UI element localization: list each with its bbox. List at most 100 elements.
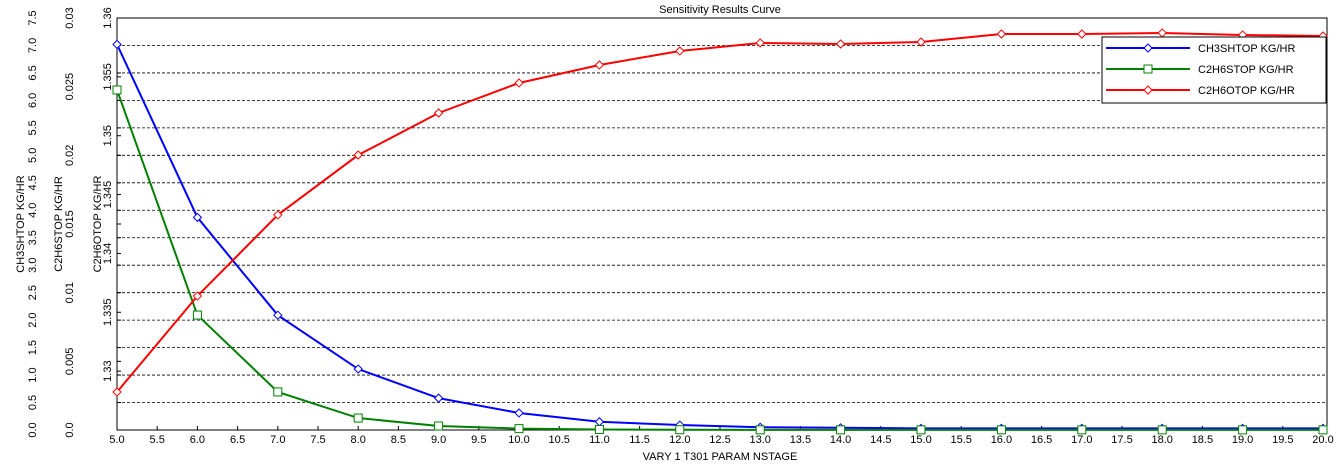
legend-marker xyxy=(1143,85,1153,95)
y2-tick-label: 0.03 xyxy=(64,7,76,28)
y3-tick-label: 1.345 xyxy=(102,181,114,209)
x-tick-label: 14.0 xyxy=(830,434,851,446)
y2-tick-label: 0.02 xyxy=(64,145,76,166)
x-tick-label: 16.0 xyxy=(991,434,1012,446)
series-line xyxy=(116,31,1324,393)
marker xyxy=(916,425,926,435)
x-tick-label: 10.0 xyxy=(508,434,529,446)
marker xyxy=(1077,29,1087,39)
x-tick-label: 7.5 xyxy=(310,434,325,446)
marker xyxy=(675,46,685,56)
y-tick-label: 3.0 xyxy=(27,258,39,273)
marker xyxy=(514,424,524,434)
marker xyxy=(996,29,1007,39)
x-tick-label: 6.5 xyxy=(230,434,245,446)
y-tick-label: 1.0 xyxy=(27,367,39,382)
x-tick-label: 10.5 xyxy=(548,434,569,446)
chart-title: Sensitivity Results Curve xyxy=(659,4,781,16)
y-tick-label: 5.0 xyxy=(27,148,39,163)
x-axis-label: VARY 1 T301 PARAM NSTAGE xyxy=(643,451,798,463)
marker xyxy=(433,108,444,118)
x-tick-label: 9.0 xyxy=(431,434,446,446)
legend-label: CH3SHTOP KG/HR xyxy=(1198,43,1295,55)
y2-tick-label: 0.015 xyxy=(64,210,76,238)
y2-tick-label: 0.01 xyxy=(64,282,76,303)
series-line xyxy=(116,43,1323,430)
marker xyxy=(755,38,765,48)
x-tick-label: 7.0 xyxy=(270,434,285,446)
x-tick-label: 8.5 xyxy=(391,434,406,446)
x-tick-label: 5.5 xyxy=(150,434,165,446)
marker xyxy=(594,424,604,434)
x-tick-label: 6.0 xyxy=(190,434,205,446)
y-tick-label: 5.5 xyxy=(27,120,39,135)
marker xyxy=(1077,425,1087,435)
x-tick-label: 8.0 xyxy=(351,434,366,446)
marker xyxy=(192,310,202,320)
y-tick-label: 6.0 xyxy=(27,93,39,108)
marker xyxy=(192,291,203,301)
x-tick-label: 15.5 xyxy=(950,434,971,446)
y-tick-label: 4.5 xyxy=(27,175,39,190)
y2-tick-label: 0.0 xyxy=(64,422,76,437)
y2-tick-label: 0.025 xyxy=(64,73,76,101)
marker xyxy=(433,393,444,403)
y-tick-label: 3.5 xyxy=(27,230,39,245)
marker xyxy=(353,413,363,423)
y3-tick-label: 1.36 xyxy=(102,7,114,28)
y-tick-label: 2.5 xyxy=(27,285,39,300)
marker xyxy=(353,150,363,160)
marker xyxy=(996,425,1006,435)
x-tick-label: 15.0 xyxy=(910,434,931,446)
y-tick-label: 0.0 xyxy=(27,422,39,437)
marker xyxy=(112,85,122,95)
y-tick-label: 6.5 xyxy=(27,65,39,80)
marker xyxy=(1318,425,1328,435)
marker xyxy=(273,210,283,220)
marker xyxy=(835,39,846,49)
marker xyxy=(112,387,122,397)
y-axis-label: CH3SHTOP KG/HR xyxy=(15,175,27,272)
series-line xyxy=(116,89,1323,431)
x-tick-label: 17.5 xyxy=(1111,434,1132,446)
legend-label: C2H6OTOP KG/HR xyxy=(1198,85,1295,97)
x-tick-label: 9.5 xyxy=(471,434,486,446)
x-tick-label: 13.0 xyxy=(749,434,770,446)
x-tick-label: 13.5 xyxy=(790,434,811,446)
y-tick-label: 0.5 xyxy=(27,395,39,410)
y-tick-label: 1.5 xyxy=(27,340,39,355)
y3-tick-label: 1.35 xyxy=(102,125,114,146)
y2-axis-label: C2H6STOP KG/HR xyxy=(53,176,65,272)
y-tick-label: 7.5 xyxy=(27,10,39,25)
x-tick-label: 12.0 xyxy=(669,434,690,446)
marker xyxy=(755,425,765,435)
marker xyxy=(273,310,283,320)
marker xyxy=(916,37,926,47)
x-tick-label: 19.0 xyxy=(1232,434,1253,446)
marker xyxy=(594,60,605,70)
legend-marker xyxy=(1143,43,1153,53)
marker xyxy=(675,425,685,435)
y3-axis-label: C2H6OTOP KG/HR xyxy=(92,176,104,273)
x-tick-label: 16.5 xyxy=(1031,434,1052,446)
x-tick-label: 5.0 xyxy=(109,434,124,446)
y3-tick-label: 1.33 xyxy=(102,360,114,381)
marker xyxy=(112,39,122,50)
y3-tick-label: 1.335 xyxy=(102,299,114,327)
x-tick-label: 12.5 xyxy=(709,434,730,446)
x-tick-label: 20.0 xyxy=(1312,434,1333,446)
x-tick-label: 18.0 xyxy=(1151,434,1172,446)
x-tick-label: 11.0 xyxy=(589,434,610,446)
y-tick-label: 4.0 xyxy=(27,203,39,218)
marker xyxy=(273,387,283,397)
marker xyxy=(1157,425,1167,435)
x-tick-label: 18.5 xyxy=(1192,434,1213,446)
marker xyxy=(192,212,203,223)
y-tick-label: 7.0 xyxy=(27,38,39,53)
x-tick-label: 19.5 xyxy=(1272,434,1293,446)
y-tick-label: 2.0 xyxy=(27,312,39,327)
marker xyxy=(353,364,363,374)
marker xyxy=(514,78,524,88)
y2-tick-label: 0.005 xyxy=(64,348,76,376)
x-tick-label: 14.5 xyxy=(870,434,891,446)
